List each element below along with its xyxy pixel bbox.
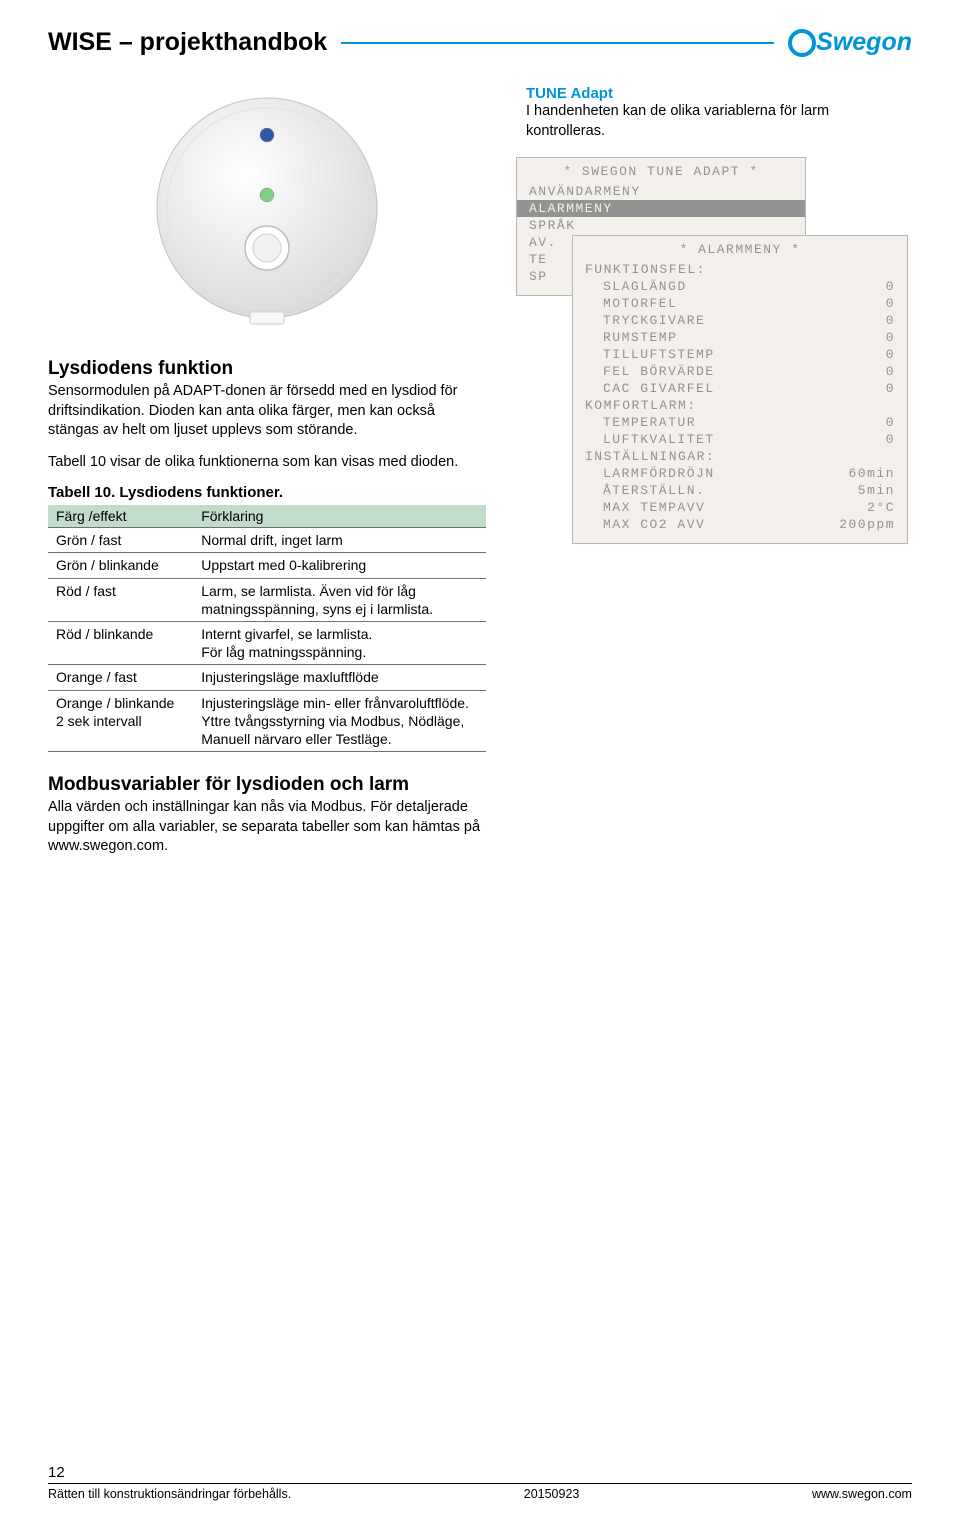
table-cell: Röd / fast [48, 578, 193, 621]
page-number: 12 [48, 1464, 912, 1481]
menu-item-label: ÅTERSTÄLLN. [585, 483, 705, 498]
logo-icon [788, 29, 816, 57]
table-cell: Injusteringsläge maxluftflöde [193, 665, 486, 690]
footer-rule [48, 1483, 912, 1484]
footer-left: Rätten till konstruktionsändringar förbe… [48, 1487, 291, 1501]
table-cell: Injusteringsläge min- eller frånvaroluft… [193, 690, 486, 752]
menu-item: MAX TEMPAVV 2°C [583, 499, 897, 516]
led-heading: Lysdiodens funktion [48, 358, 486, 380]
header-rule [341, 42, 774, 44]
menu-item-label: INSTÄLLNINGAR: [585, 449, 715, 464]
table-cell: Orange / fast [48, 665, 193, 690]
menu-item-label: SLAGLÄNGD [585, 279, 687, 294]
table-cell: Grön / fast [48, 528, 193, 553]
menu-item: TRYCKGIVARE 0 [583, 312, 897, 329]
menu-item-label: FUNKTIONSFEL: [585, 262, 706, 277]
led-desc-2: Tabell 10 visar de olika funktionerna so… [48, 453, 486, 473]
menu-item-label: KOMFORTLARM: [585, 398, 697, 413]
table-row: Röd / blinkandeInternt givarfel, se larm… [48, 622, 486, 665]
menu-item: ANVÄNDARMENY [527, 183, 795, 200]
table-cell: Röd / blinkande [48, 622, 193, 665]
table-row: Grön / blinkandeUppstart med 0-kalibreri… [48, 553, 486, 578]
menu-item-value: 60min [848, 466, 895, 481]
menu-item-label: CAC GIVARFEL [585, 381, 715, 396]
led-table: Färg /effekt Förklaring Grön / fastNorma… [48, 505, 486, 752]
menu-item-label: MAX TEMPAVV [585, 500, 705, 515]
menu-item: MAX CO2 AVV 200ppm [583, 516, 897, 533]
menu-item-value: 0 [886, 279, 895, 294]
menu-item-label: LARMFÖRDRÖJN [585, 466, 715, 481]
table-cell: Grön / blinkande [48, 553, 193, 578]
menu-item-label: TILLUFTSTEMP [585, 347, 715, 362]
menu-item-value: 0 [886, 296, 895, 311]
menu-item: ALARMMENY [517, 200, 805, 217]
tune-heading: TUNE Adapt [526, 85, 912, 102]
menu-item: LUFTKVALITET 0 [583, 431, 897, 448]
menu-item-value: 0 [886, 313, 895, 328]
page-header: WISE – projekthandbok Swegon [48, 28, 912, 57]
menu-item-value: 0 [886, 381, 895, 396]
tune-text: I handenheten kan de olika variablerna f… [526, 102, 912, 141]
led-table-col2: Förklaring [193, 505, 486, 528]
menu-item-value: 0 [886, 364, 895, 379]
menu-item-value: 200ppm [839, 517, 895, 532]
table-caption: Tabell 10. Lysdiodens funktioner. [48, 484, 486, 501]
menu-item-label: MAX CO2 AVV [585, 517, 705, 532]
swegon-logo: Swegon [788, 28, 912, 57]
menu-item: TILLUFTSTEMP 0 [583, 346, 897, 363]
menu-item-label: LUFTKVALITET [585, 432, 715, 447]
table-row: Röd / fastLarm, se larmlista. Även vid f… [48, 578, 486, 621]
table-cell: Orange / blinkande 2 sek intervall [48, 690, 193, 752]
menu-item-value: 0 [886, 432, 895, 447]
menu-item: LARMFÖRDRÖJN 60min [583, 465, 897, 482]
table-cell: Internt givarfel, se larmlista. För låg … [193, 622, 486, 665]
device-illustration [150, 93, 385, 328]
menu-item: RUMSTEMP 0 [583, 329, 897, 346]
modbus-text: Alla värden och inställningar kan nås vi… [48, 798, 486, 857]
table-row: Orange / blinkande 2 sek intervallInjust… [48, 690, 486, 752]
menu-item-label: TRYCKGIVARE [585, 313, 705, 328]
menu-alarm-title: * ALARMMENY * [583, 242, 897, 261]
table-cell: Normal drift, inget larm [193, 528, 486, 553]
menu-item-label: RUMSTEMP [585, 330, 677, 345]
menu-item-value: 0 [886, 415, 895, 430]
footer-right: www.swegon.com [812, 1487, 912, 1501]
led-table-col1: Färg /effekt [48, 505, 193, 528]
table-cell: Uppstart med 0-kalibrering [193, 553, 486, 578]
menu-alarm: * ALARMMENY * FUNKTIONSFEL:SLAGLÄNGD0MOT… [572, 235, 908, 544]
menu-item: CAC GIVARFEL 0 [583, 380, 897, 397]
menu-item: FUNKTIONSFEL: [583, 261, 897, 278]
table-cell: Larm, se larmlista. Även vid för låg mat… [193, 578, 486, 621]
table-row: Grön / fastNormal drift, inget larm [48, 528, 486, 553]
menu-item-label: TEMPERATUR [585, 415, 696, 430]
menu-diagram: * SWEGON TUNE ADAPT * ANVÄNDARMENYALARMM… [516, 157, 912, 557]
menu-main-title: * SWEGON TUNE ADAPT * [527, 164, 795, 183]
menu-item: MOTORFEL 0 [583, 295, 897, 312]
menu-item: SPRÅK [527, 217, 795, 234]
page-footer: 12 Rätten till konstruktionsändringar fö… [48, 1464, 912, 1501]
doc-title: WISE – projekthandbok [48, 28, 327, 57]
menu-item: TEMPERATUR 0 [583, 414, 897, 431]
menu-item: SLAGLÄNGD 0 [583, 278, 897, 295]
footer-center: 20150923 [524, 1487, 580, 1501]
menu-item-label: MOTORFEL [585, 296, 677, 311]
menu-item: FEL BÖRVÄRDE 0 [583, 363, 897, 380]
led-desc-1: Sensormodulen på ADAPT-donen är försedd … [48, 382, 486, 441]
menu-item-value: 5min [858, 483, 895, 498]
menu-item-value: 0 [886, 330, 895, 345]
table-row: Orange / fastInjusteringsläge maxluftflö… [48, 665, 486, 690]
logo-text: Swegon [816, 28, 912, 57]
menu-item-value: 0 [886, 347, 895, 362]
modbus-heading: Modbusvariabler för lysdioden och larm [48, 774, 486, 796]
menu-item-value: 2°C [867, 500, 895, 515]
menu-item-label: FEL BÖRVÄRDE [585, 364, 715, 379]
menu-item: INSTÄLLNINGAR: [583, 448, 897, 465]
menu-item: ÅTERSTÄLLN. 5min [583, 482, 897, 499]
menu-item: KOMFORTLARM: [583, 397, 897, 414]
